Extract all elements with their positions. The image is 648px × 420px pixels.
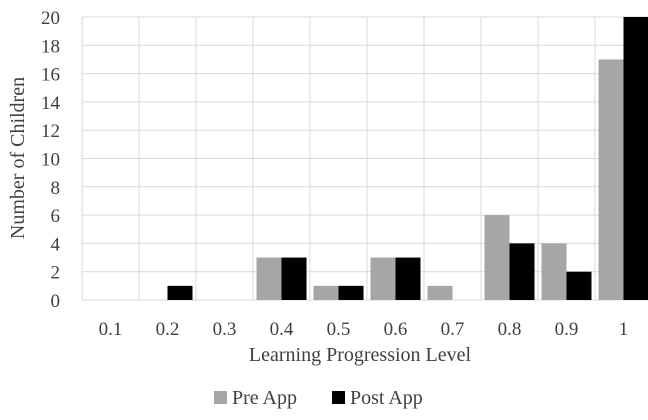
legend: Pre App Post App	[214, 387, 423, 409]
x-tick-label: 0.1	[99, 319, 123, 340]
y-tick-label: 20	[41, 8, 60, 29]
bar-pre-app	[542, 243, 567, 300]
legend-label: Pre App	[232, 387, 297, 409]
bar-pre-app	[257, 258, 282, 300]
x-tick-label: 0.3	[213, 319, 237, 340]
bar-pre-app	[428, 286, 453, 300]
bar-post-app	[282, 258, 307, 300]
y-tick-label: 14	[41, 93, 61, 114]
x-tick-label: 0.5	[327, 319, 351, 340]
x-axis-title: Learning Progression Level	[249, 344, 472, 366]
x-tick-label: 0.6	[384, 319, 408, 340]
legend-label: Post App	[350, 387, 423, 409]
y-tick-label: 18	[41, 36, 60, 57]
bar-post-app	[624, 17, 648, 300]
y-tick-label: 12	[41, 121, 60, 142]
bar-pre-app	[485, 215, 510, 300]
bar-post-app	[168, 286, 193, 300]
x-tick-label: 1	[619, 319, 629, 340]
x-tick-label: 0.4	[270, 319, 294, 340]
y-tick-label: 10	[41, 150, 60, 171]
bar-pre-app	[599, 59, 624, 300]
legend-swatch	[332, 391, 345, 404]
y-axis-ticks: 0 2 4 6 8 10 12 14 16 18 20	[41, 8, 61, 312]
y-tick-label: 8	[51, 178, 61, 199]
x-tick-label: 0.2	[156, 319, 180, 340]
bar-post-app	[567, 272, 592, 300]
y-tick-label: 6	[51, 206, 61, 227]
y-tick-label: 2	[51, 263, 61, 284]
y-tick-label: 16	[41, 65, 60, 86]
y-axis-title: Number of Children	[7, 77, 29, 239]
x-axis-ticks: 0.1 0.2 0.3 0.4 0.5 0.6 0.7 0.8 0.9 1	[99, 319, 629, 340]
bar-post-app	[339, 286, 364, 300]
legend-swatch	[214, 391, 227, 404]
bar-pre-app	[371, 258, 396, 300]
x-tick-label: 0.8	[498, 319, 522, 340]
x-tick-label: 0.9	[555, 319, 579, 340]
y-tick-label: 0	[51, 291, 61, 312]
y-tick-label: 4	[51, 234, 61, 255]
bar-post-app	[396, 258, 421, 300]
x-tick-label: 0.7	[441, 319, 465, 340]
bar-post-app	[510, 243, 535, 300]
bar-pre-app	[314, 286, 339, 300]
